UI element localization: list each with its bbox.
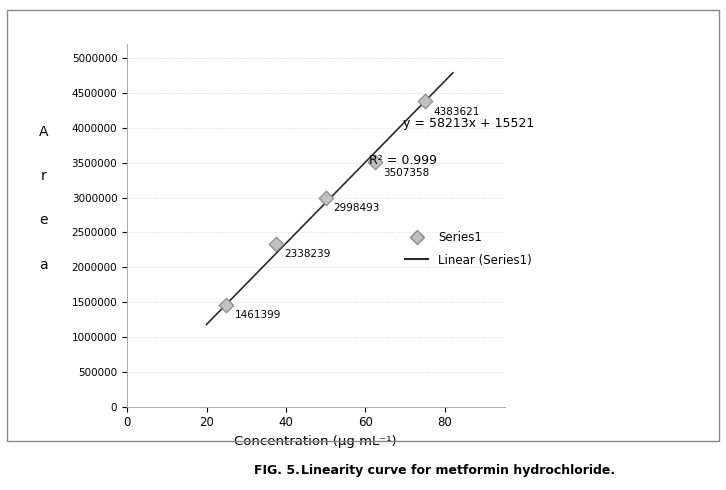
Text: r: r: [41, 170, 46, 183]
Text: FIG. 5.: FIG. 5.: [254, 464, 300, 477]
X-axis label: Concentration (μg mL⁻¹): Concentration (μg mL⁻¹): [234, 435, 397, 448]
Text: e: e: [39, 214, 48, 227]
Point: [270, 240, 282, 247]
Point: [320, 194, 332, 201]
Text: A: A: [38, 125, 49, 139]
Point: [420, 97, 431, 105]
Point: [221, 301, 232, 309]
Text: R² = 0.999: R² = 0.999: [369, 154, 436, 167]
Text: 2998493: 2998493: [334, 203, 380, 213]
Text: 1461399: 1461399: [234, 310, 281, 320]
Text: 4383621: 4383621: [433, 107, 479, 117]
Point: [370, 158, 381, 166]
Text: a: a: [39, 258, 48, 271]
Text: Linearity curve for metformin hydrochloride.: Linearity curve for metformin hydrochlor…: [301, 464, 616, 477]
Text: 3507358: 3507358: [383, 168, 430, 178]
Legend: Series1, Linear (Series1): Series1, Linear (Series1): [405, 231, 531, 267]
Text: 2338239: 2338239: [284, 249, 330, 259]
Text: y = 58213x + 15521: y = 58213x + 15521: [403, 118, 534, 130]
